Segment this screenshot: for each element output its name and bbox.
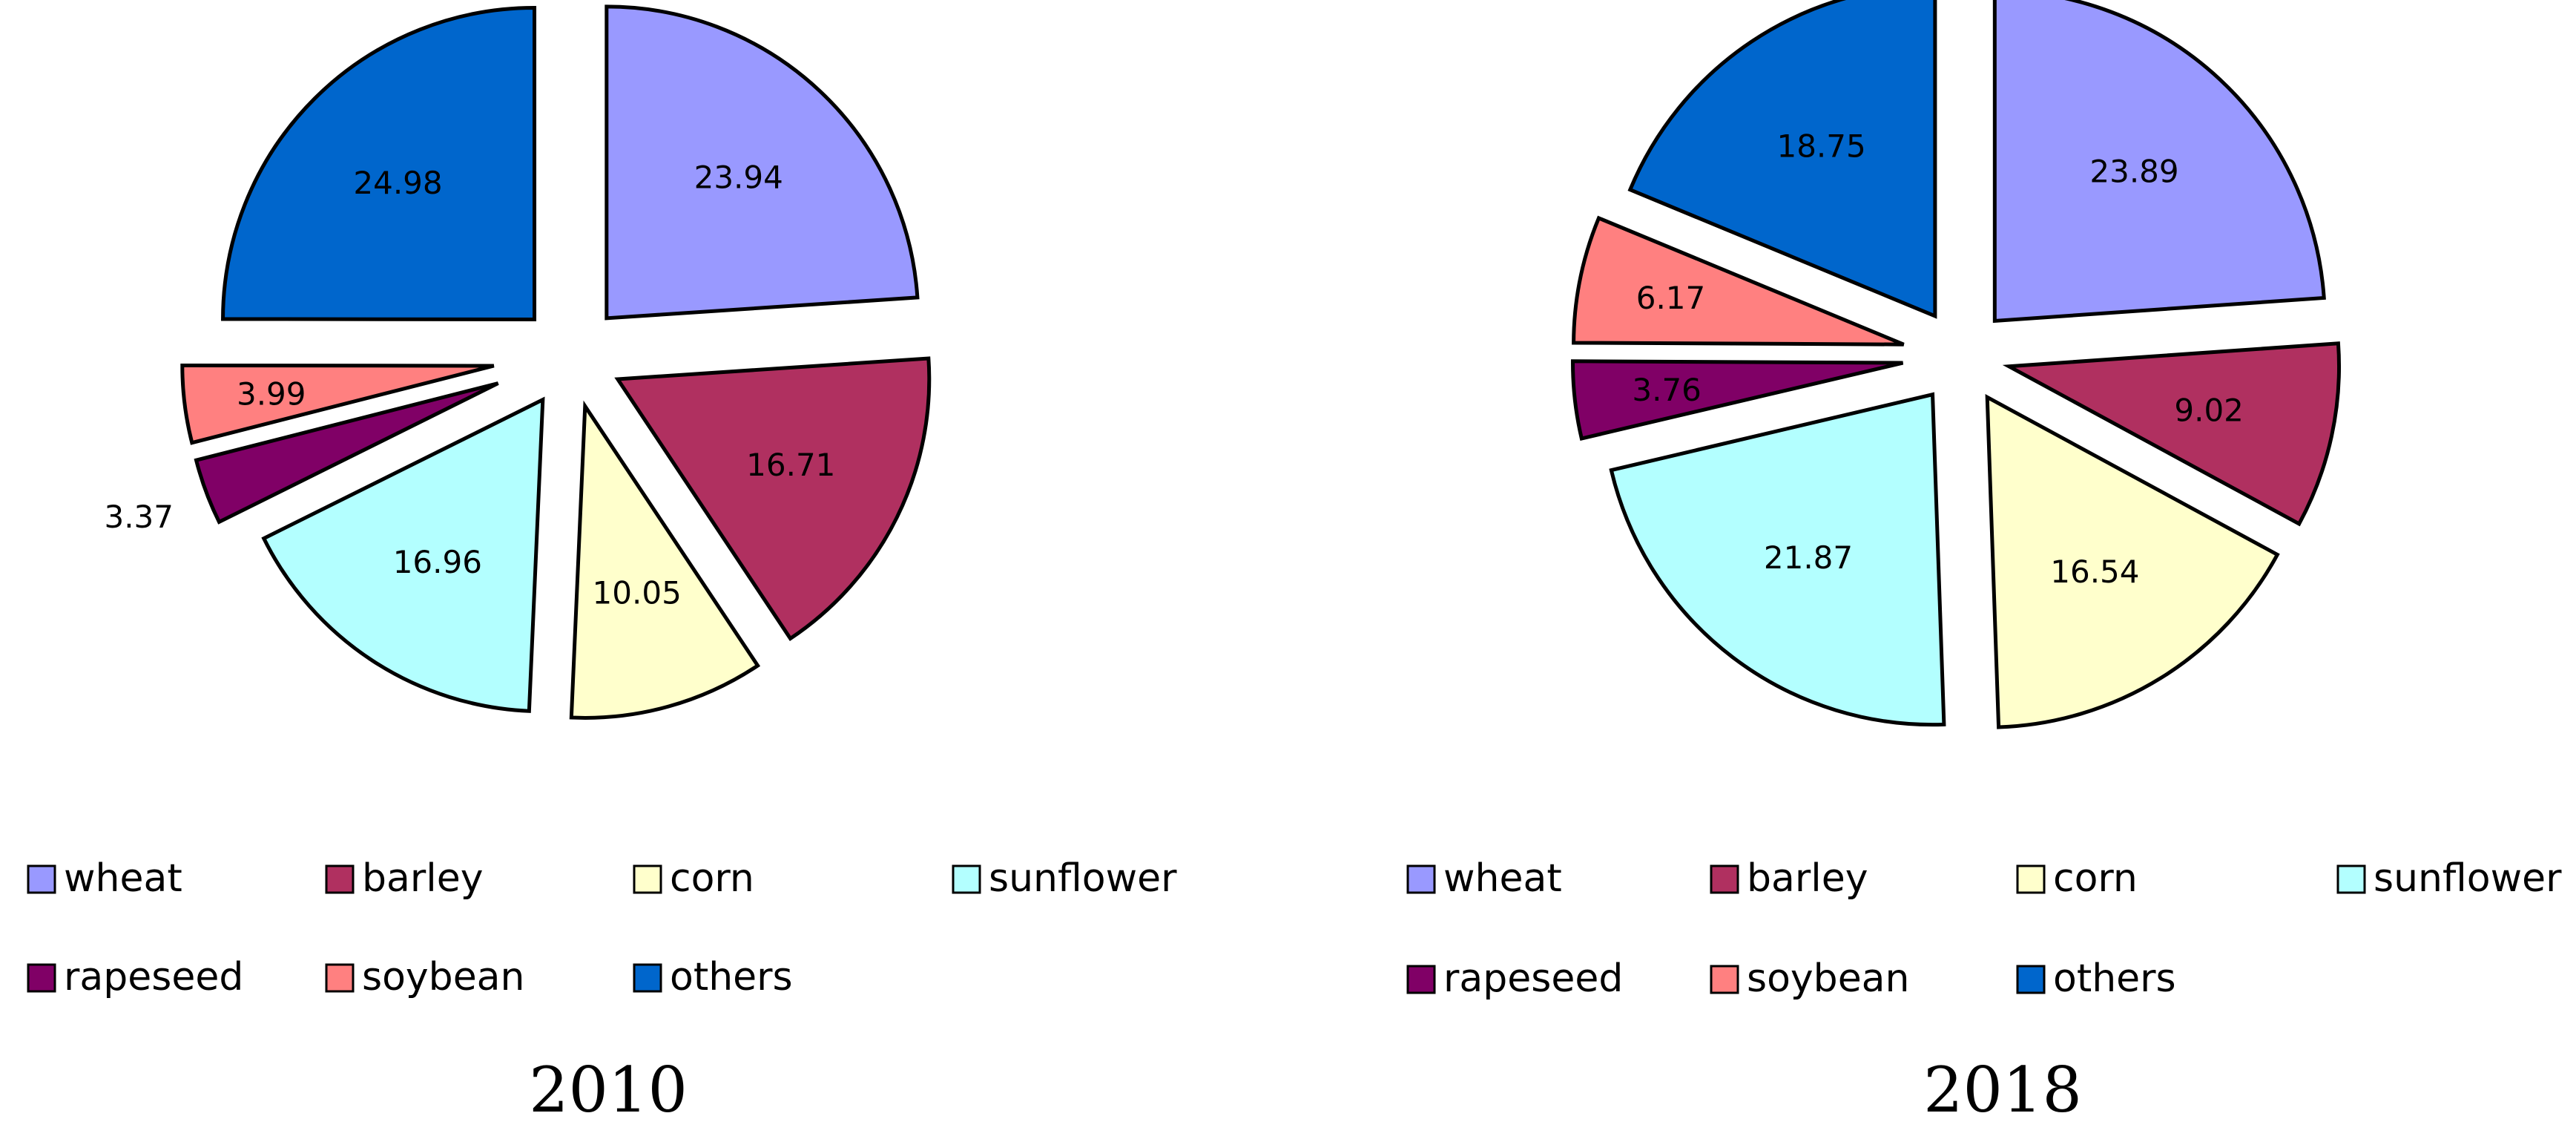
legend-label: soybean (1747, 956, 1910, 1001)
slice-value-label: 24.98 (353, 165, 442, 201)
pie-slice-barley (614, 356, 932, 642)
legend-label: sunflower (989, 856, 1177, 901)
slice-value-label: 21.87 (1764, 539, 1853, 576)
pie-slice-corn (569, 400, 761, 720)
pie-slice-rapeseed (194, 381, 499, 525)
legend-label: others (2053, 956, 2176, 1001)
pie-chart-2018: 23.89 9.02 16.54 21.87 3.76 6.17 18.75 wheat bar… (1406, 0, 2562, 1126)
pie-slice-others (221, 5, 537, 321)
legend-label: sunflower (2374, 856, 2562, 901)
legend-item-barley: barley (325, 856, 483, 901)
slice-value-label: 3.76 (1632, 372, 1702, 408)
legend-swatch (633, 864, 662, 894)
legend-label: soybean (362, 955, 525, 1000)
legend-label: others (670, 955, 793, 1000)
legend-swatch (325, 864, 355, 894)
legend-item-wheat: wheat (1406, 856, 1562, 901)
legend-swatch (325, 963, 355, 993)
pie-slice-wheat (1992, 0, 2326, 324)
slice-value-label: 10.05 (593, 574, 682, 611)
pie-slice-others (1627, 0, 1937, 319)
legend-item-rapeseed: rapeseed (1406, 956, 1623, 1001)
legend-swatch (2016, 965, 2046, 994)
slice-value-label: 23.94 (694, 160, 783, 196)
legend-label: rapeseed (1443, 956, 1623, 1001)
legend-item-corn: corn (2016, 856, 2138, 901)
chart-title: 2018 (1923, 1054, 2082, 1126)
legend-swatch (2336, 864, 2366, 894)
legend-item-soybean: soybean (325, 955, 525, 1000)
legend-label: rapeseed (64, 955, 243, 1000)
slice-value-label: 16.96 (393, 544, 482, 580)
slice-value-label: 3.99 (237, 375, 306, 412)
legend-item-others: others (2016, 956, 2176, 1001)
legend-swatch (633, 963, 662, 993)
legend-swatch (952, 864, 981, 894)
slice-value-label: 16.54 (2050, 554, 2139, 590)
legend-item-barley: barley (1710, 856, 1868, 901)
pie-slice-sunflower (261, 396, 545, 713)
slice-value-label: 16.71 (746, 447, 835, 483)
legend-swatch (27, 864, 56, 894)
pie-slice-soybean (1572, 215, 1905, 347)
legend-swatch (1406, 965, 1436, 994)
legend-item-others: others (633, 955, 793, 1000)
legend-item-corn: corn (633, 856, 754, 901)
legend-item-soybean: soybean (1710, 956, 1910, 1001)
legend-swatch (2016, 864, 2046, 894)
pie-chart-2010: 23.94 16.71 10.05 16.96 3.37 3.99 24.98 wheat ba… (27, 4, 1177, 1126)
slice-value-label: 23.89 (2089, 154, 2178, 190)
slice-value-label: 9.02 (2174, 392, 2244, 428)
slice-value-label: 18.75 (1776, 128, 1865, 165)
legend-item-rapeseed: rapeseed (27, 955, 243, 1000)
pie-slice-sunflower (1609, 392, 1946, 727)
legend-label: barley (362, 856, 483, 901)
slice-value-label: 3.37 (104, 499, 174, 535)
legend-label: corn (2053, 856, 2138, 901)
legend-label: wheat (64, 856, 182, 901)
legend-swatch (1406, 864, 1436, 894)
legend-label: wheat (1443, 856, 1562, 901)
slice-value-label: 6.17 (1636, 280, 1706, 316)
chart-title: 2010 (529, 1054, 688, 1126)
legend-swatch (1710, 864, 1739, 894)
pie-slice-wheat (605, 4, 920, 321)
legend-item-sunflower: sunflower (2336, 856, 2562, 901)
legend-swatch (27, 963, 56, 993)
legend-item-sunflower: sunflower (952, 856, 1177, 901)
pie-slice-corn (1985, 393, 2280, 729)
legend-item-wheat: wheat (27, 856, 182, 901)
pie-slice-soybean (180, 363, 495, 445)
legend-swatch (1710, 965, 1739, 994)
pie-slice-rapeseed (1571, 359, 1904, 442)
pie-slice-barley (2002, 341, 2342, 527)
legend-label: corn (670, 856, 754, 901)
legend-label: barley (1747, 856, 1868, 901)
